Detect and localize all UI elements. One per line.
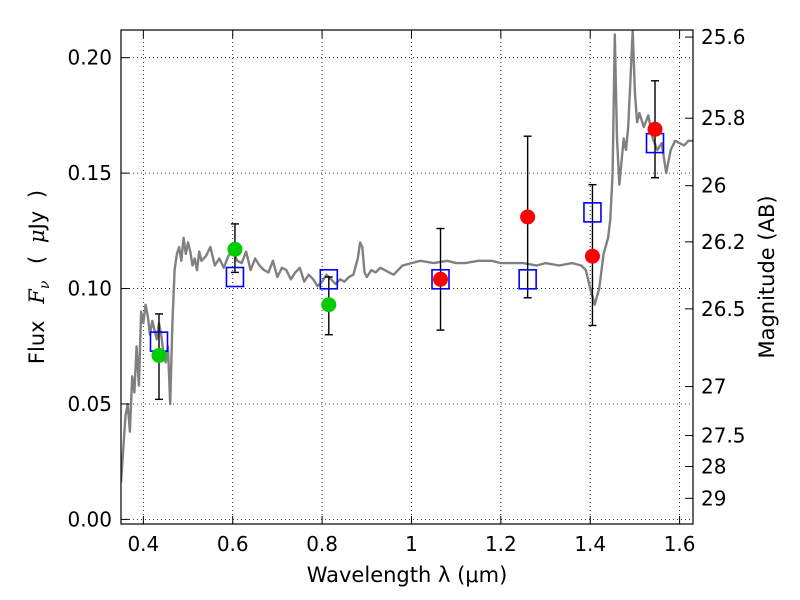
y2-tick-label: 27.5: [701, 424, 746, 448]
plot-frame: [120, 29, 694, 525]
series-layer: [121, 30, 693, 483]
y-label-unit: Jy: [25, 211, 49, 232]
y2-tick-label: 28: [701, 455, 726, 479]
observed-flux-point: [520, 209, 536, 225]
x-tick-label: 1.2: [485, 532, 517, 556]
x-tick-label: 1.6: [664, 532, 696, 556]
observed-flux-point: [433, 271, 449, 287]
observed-flux-point: [647, 121, 663, 137]
y-tick-label: 0.15: [67, 161, 112, 185]
observed-flux-point: [321, 297, 337, 313]
y-tick-label: 0.20: [67, 46, 112, 70]
y-label-open: (: [25, 256, 49, 264]
x-tick-label: 0.4: [127, 532, 159, 556]
y2-tick-label: 27: [701, 375, 726, 399]
y-tick-label: 0.10: [67, 277, 112, 301]
model-photometry-square: [518, 269, 537, 290]
ticks-layer: 0.4 0.6 0.8 1 1.2 1.4 1.6 0.00 0.05 0.10 0.15 0.20 2…: [67, 25, 745, 556]
y2-tick-label: 26: [701, 174, 726, 198]
model-photometry-square: [225, 266, 245, 288]
y2-tick-label: 26.5: [701, 297, 746, 321]
y2-tick-label: 26.2: [701, 230, 746, 254]
observed-flux-point: [151, 347, 167, 363]
y-label-close: ): [25, 190, 49, 198]
observed-flux-point: [584, 248, 600, 264]
y-label-mu: μ: [25, 229, 49, 243]
grid-lines: [121, 30, 693, 524]
x-axis-label: Wavelength λ (μm): [307, 563, 508, 587]
y2-axis-label: Magnitude (AB): [755, 195, 779, 358]
x-tick-label: 0.6: [217, 532, 249, 556]
x-tick-label: 1: [405, 532, 418, 556]
points-layer: [149, 80, 665, 401]
sed-model-line: [121, 30, 693, 483]
model-photometry-square: [431, 269, 450, 290]
x-tick-label: 1.4: [574, 532, 606, 556]
y-label-prefix: Flux: [25, 320, 49, 364]
plot-background: [121, 30, 693, 524]
y-tick-label: 0.05: [67, 392, 112, 416]
model-photometry-square: [583, 202, 602, 223]
y2-tick-label: 29: [701, 486, 726, 510]
y2-tick-label: 25.6: [701, 25, 746, 49]
y2-tick-label: 25.8: [701, 106, 746, 130]
y-label-symbol: F: [25, 288, 49, 305]
y-tick-label: 0.00: [67, 507, 112, 531]
model-photometry-square: [319, 269, 339, 290]
x-tick-label: 0.8: [306, 532, 338, 556]
y-axis-label: Flux Fν ( μJy ): [25, 190, 54, 364]
observed-flux-point: [227, 241, 243, 257]
y-label-subscript: ν: [37, 280, 53, 289]
